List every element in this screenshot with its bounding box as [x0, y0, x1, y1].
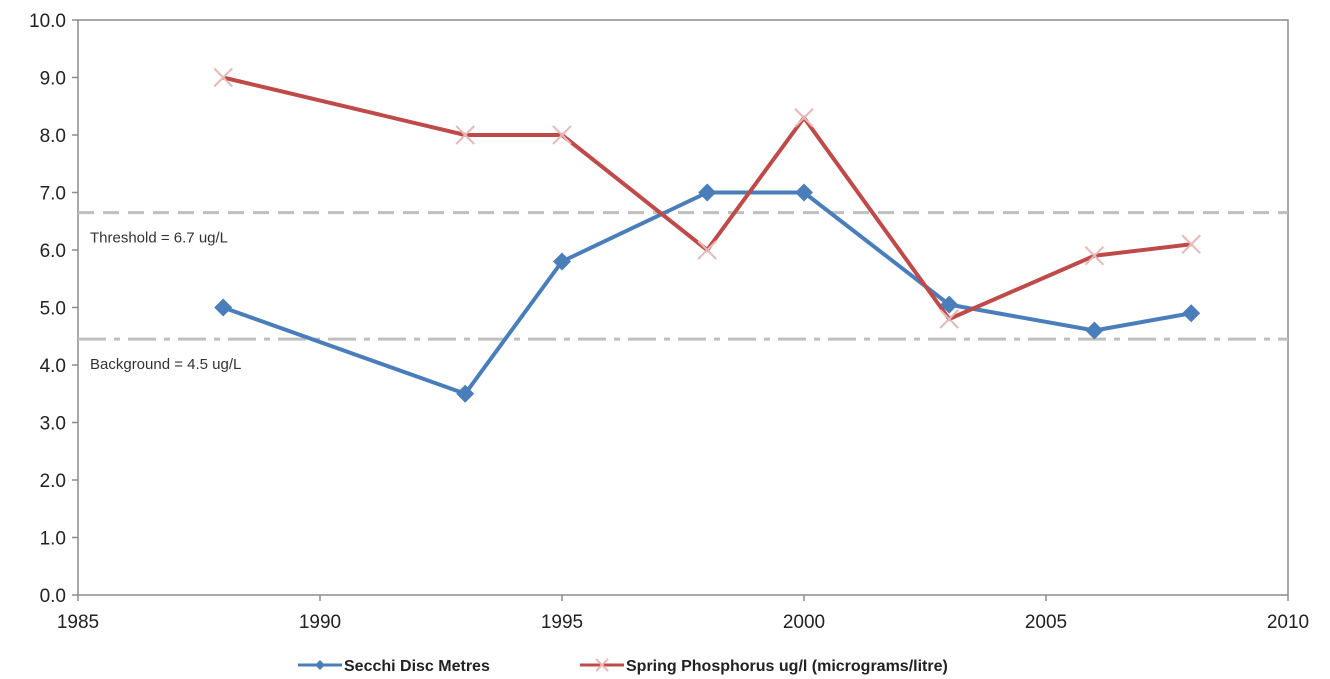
- data-point-x: [552, 125, 572, 145]
- data-point-x: [455, 125, 475, 145]
- x-tick-label: 1990: [299, 612, 341, 633]
- data-point-diamond: [553, 252, 571, 271]
- data-point-diamond: [940, 295, 959, 314]
- series-line-1: [222, 75, 1192, 321]
- data-point-diamond: [456, 384, 475, 403]
- data-point-diamond: [1182, 304, 1201, 323]
- data-point-x: [939, 309, 959, 329]
- y-tick-label: 10.0: [29, 11, 66, 32]
- legend: Secchi Disc Metres Spring Phosphorus ug/l…: [298, 658, 948, 675]
- x-tick-label: 1985: [57, 612, 99, 633]
- data-point-x: [794, 108, 814, 128]
- data-point-diamond: [698, 183, 717, 202]
- y-tick-label: 6.0: [40, 241, 66, 262]
- x-tick-label: 2010: [1267, 612, 1309, 633]
- legend-item: Spring Phosphorus ug/l (micrograms/litre…: [580, 658, 948, 675]
- reference-line-label: Background = 4.5 ug/L: [90, 356, 241, 373]
- legend-label: Secchi Disc Metres: [344, 658, 490, 675]
- reference-lines: Threshold = 6.7 ug/L Background = 4.5 ug/…: [78, 211, 1288, 373]
- plot-area: [77, 19, 1289, 596]
- y-tick-label: 1.0: [40, 529, 66, 550]
- data-point-x: [213, 67, 233, 88]
- x-tick-label: 2005: [1025, 612, 1067, 633]
- y-tick-label: 9.0: [40, 69, 66, 90]
- series-line-0: [222, 190, 1192, 396]
- y-tick-label: 4.0: [40, 356, 66, 377]
- data-point-x: [697, 240, 717, 260]
- y-tick-label: 0.0: [40, 586, 66, 607]
- data-point-x: [1084, 246, 1105, 266]
- x-axis: 1985 1990 1995 2000 2005 2010: [57, 595, 1309, 633]
- y-axis: 0.0 1.0 2.0 3.0 4.0 5.0 6.0 7.0 8.0 9.0 10.0: [29, 11, 78, 607]
- data-point-diamond: [1085, 321, 1104, 340]
- data-point-x: [1181, 234, 1201, 254]
- x-tick-label: 1995: [541, 612, 583, 633]
- data-point-diamond: [795, 183, 813, 202]
- legend-item: Secchi Disc Metres: [298, 658, 490, 675]
- series-layer: [213, 67, 1201, 403]
- y-tick-label: 7.0: [40, 184, 66, 205]
- legend-marker-x: [595, 658, 609, 672]
- y-tick-label: 8.0: [40, 126, 66, 147]
- y-tick-label: 3.0: [40, 414, 66, 435]
- data-point-diamond: [214, 298, 233, 317]
- y-tick-label: 5.0: [40, 299, 66, 320]
- x-tick-label: 2000: [783, 612, 825, 633]
- reference-line-label: Threshold = 6.7 ug/L: [90, 230, 228, 247]
- legend-marker-diamond: [315, 660, 325, 670]
- legend-label: Spring Phosphorus ug/l (micrograms/litre…: [626, 658, 948, 675]
- y-tick-label: 2.0: [40, 471, 66, 492]
